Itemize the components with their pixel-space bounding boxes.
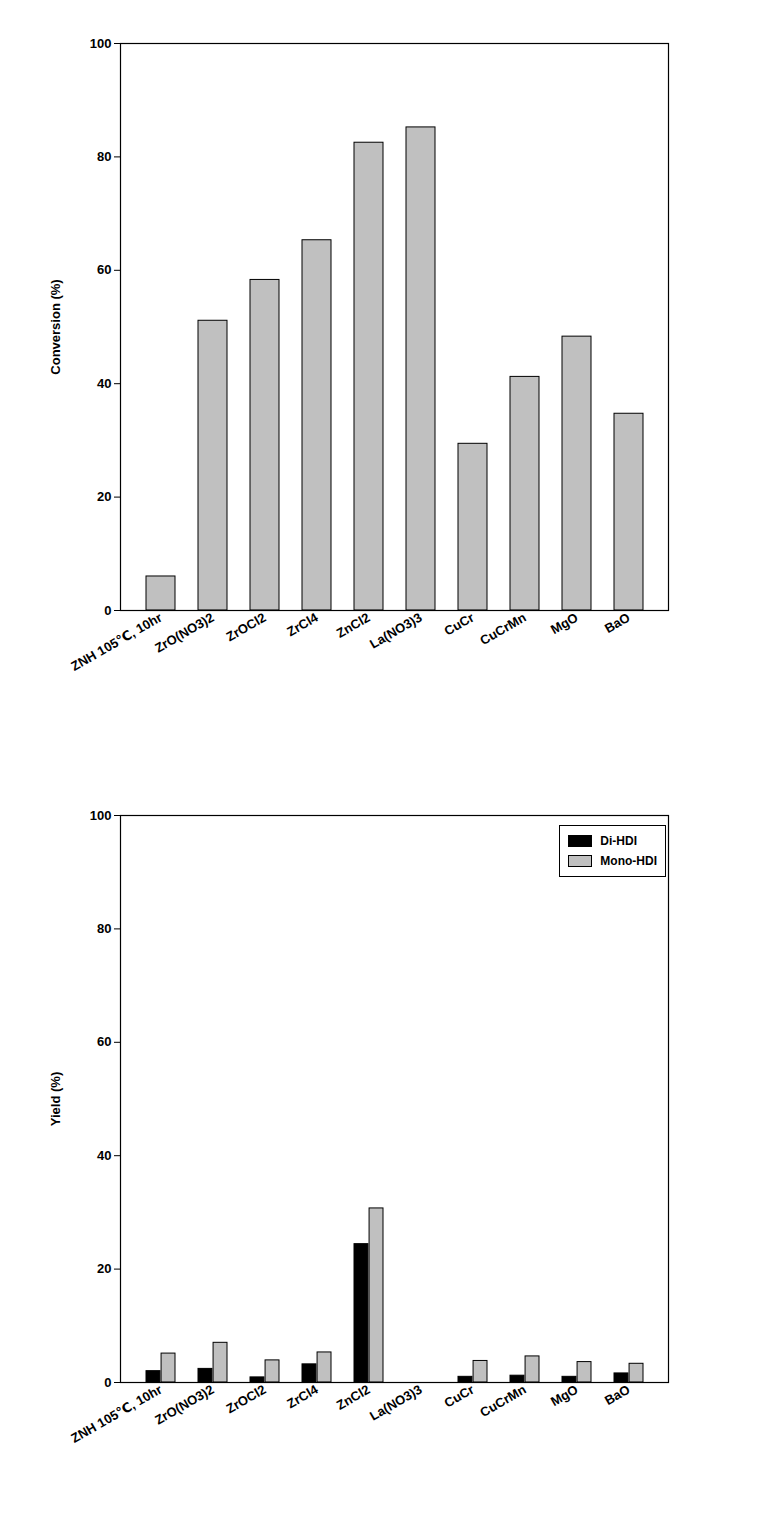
svg-text:100: 100	[90, 36, 112, 51]
svg-text:40: 40	[97, 1148, 111, 1163]
svg-text:BaO: BaO	[602, 1382, 633, 1408]
svg-text:ZrO(NO3)2: ZrO(NO3)2	[152, 610, 216, 656]
svg-text:ZrOCl2: ZrOCl2	[224, 1382, 269, 1417]
svg-text:40: 40	[97, 376, 111, 391]
svg-text:La(NO3)3: La(NO3)3	[367, 1382, 425, 1424]
svg-text:CuCrMn: CuCrMn	[477, 1382, 528, 1420]
svg-text:ZnCl2: ZnCl2	[334, 610, 373, 641]
svg-text:La(NO3)3: La(NO3)3	[367, 610, 425, 652]
html-text:Mono-HDI: Mono-HDI	[600, 854, 657, 868]
svg-text:80: 80	[97, 149, 111, 164]
svg-text:ZrCl4: ZrCl4	[284, 609, 321, 639]
svg-text:100: 100	[90, 808, 112, 823]
svg-text:CuCr: CuCr	[442, 1382, 477, 1411]
svg-text:MgO: MgO	[548, 610, 581, 637]
html-text:Di-HDI: Di-HDI	[600, 834, 637, 848]
svg-text:ZrOCl2: ZrOCl2	[224, 610, 269, 645]
svg-text:ZNH 105℃, 10hr: ZNH 105℃, 10hr	[68, 610, 164, 674]
svg-text:CuCr: CuCr	[442, 610, 477, 639]
svg-text:Conversion (%): Conversion (%)	[48, 279, 63, 374]
svg-text:60: 60	[97, 1034, 111, 1049]
svg-text:80: 80	[97, 921, 111, 936]
svg-text:ZrCl4: ZrCl4	[284, 1381, 321, 1411]
svg-text:Yield (%): Yield (%)	[48, 1072, 63, 1126]
svg-text:BaO: BaO	[602, 610, 633, 636]
svg-text:ZNH 105℃, 10hr: ZNH 105℃, 10hr	[68, 1382, 164, 1446]
svg-text:20: 20	[97, 489, 111, 504]
svg-text:60: 60	[97, 262, 111, 277]
svg-text:ZrO(NO3)2: ZrO(NO3)2	[152, 1382, 216, 1428]
svg-text:0: 0	[104, 603, 111, 618]
svg-text:CuCrMn: CuCrMn	[477, 610, 528, 648]
svg-text:MgO: MgO	[548, 1382, 581, 1409]
svg-text:20: 20	[97, 1261, 111, 1276]
svg-text:ZnCl2: ZnCl2	[334, 1382, 373, 1413]
svg-text:0: 0	[104, 1375, 111, 1390]
